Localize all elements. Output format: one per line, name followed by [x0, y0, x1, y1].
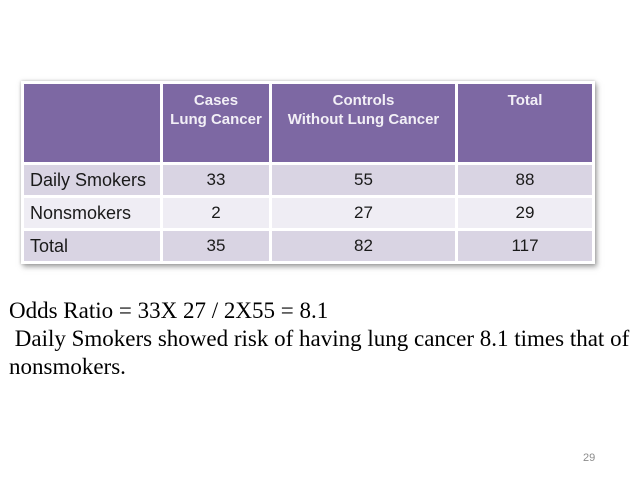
header-cell-total: Total — [458, 84, 592, 162]
header-cell-cases: Cases Lung Cancer — [163, 84, 269, 162]
cell-total: 117 — [458, 231, 592, 261]
table-row-daily-smokers: Daily Smokers 33 55 88 — [24, 165, 592, 195]
cell-cases: 2 — [163, 198, 269, 228]
odds-ratio-interpretation-line2: nonsmokers. — [9, 354, 126, 379]
row-label: Daily Smokers — [24, 165, 160, 195]
table-row-nonsmokers: Nonsmokers 2 27 29 — [24, 198, 592, 228]
page-number: 29 — [583, 452, 596, 464]
row-label: Nonsmokers — [24, 198, 160, 228]
odds-ratio-formula: Odds Ratio = 33X 27 / 2X55 = 8.1 — [9, 298, 329, 323]
table-row-total: Total 35 82 117 — [24, 231, 592, 261]
row-label: Total — [24, 231, 160, 261]
header-cell-empty — [24, 84, 160, 162]
cell-controls: 82 — [272, 231, 455, 261]
cell-cases: 33 — [163, 165, 269, 195]
odds-ratio-interpretation-line1: Daily Smokers showed risk of having lung… — [9, 326, 630, 351]
cell-controls: 27 — [272, 198, 455, 228]
cell-total: 88 — [458, 165, 592, 195]
contingency-table: Cases Lung Cancer Controls Without Lung … — [21, 81, 595, 264]
header-cell-controls: Controls Without Lung Cancer — [272, 84, 455, 162]
cell-controls: 55 — [272, 165, 455, 195]
cell-cases: 35 — [163, 231, 269, 261]
odds-ratio-text: Odds Ratio = 33X 27 / 2X55 = 8.1 Daily S… — [9, 297, 629, 381]
table-header-row: Cases Lung Cancer Controls Without Lung … — [24, 84, 592, 162]
cell-total: 29 — [458, 198, 592, 228]
